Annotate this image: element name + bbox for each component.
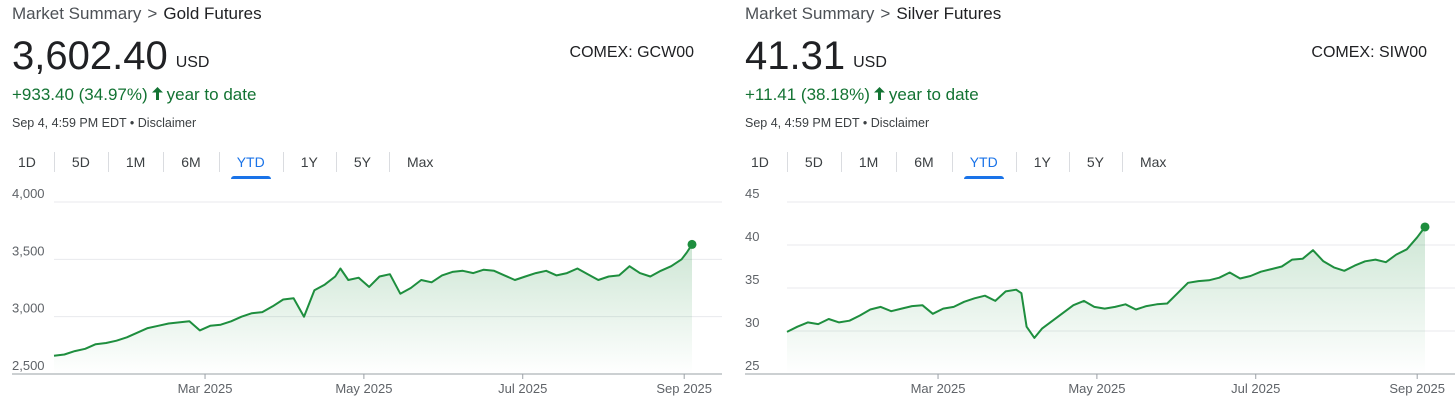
tab-5d[interactable]: 5D (53, 148, 108, 178)
y-tick-label: 2,500 (12, 358, 45, 373)
currency-label: USD (175, 54, 210, 71)
y-tick-label: 3,500 (12, 243, 45, 258)
timestamp: Sep 4, 4:59 PM EDT (745, 116, 860, 130)
silver-futures-panel: Market Summary > Silver Futures 41.31 USD C… (745, 0, 1455, 410)
breadcrumb-root[interactable]: Market Summary (745, 4, 875, 23)
arrow-up-icon (873, 85, 885, 105)
currency-label: USD (853, 54, 887, 71)
timestamp-line: Sep 4, 4:59 PM EDT • Disclaimer (745, 116, 929, 130)
change-value: +11.41 (38.18%) (745, 85, 870, 104)
breadcrumb: Market Summary > Silver Futures (745, 4, 1001, 24)
price-change: +933.40 (34.97%) year to date (12, 85, 256, 105)
arrow-up-icon (151, 85, 163, 105)
x-tick-label: Mar 2025 (178, 381, 233, 396)
x-tick-label: Jul 2025 (498, 381, 547, 396)
tab-max[interactable]: Max (388, 148, 451, 178)
breadcrumb-root[interactable]: Market Summary (12, 4, 142, 23)
y-tick-label: 30 (745, 315, 759, 330)
x-tick-label: Sep 2025 (656, 381, 712, 396)
range-tabs: 1D 5D 1M 6M YTD 1Y 5Y Max (12, 148, 451, 179)
tab-6m[interactable]: 6M (896, 148, 951, 178)
y-tick-label: 35 (745, 272, 759, 287)
latest-price-point[interactable] (687, 239, 697, 249)
x-tick-label: Mar 2025 (911, 381, 966, 396)
tab-1m[interactable]: 1M (107, 148, 163, 178)
tab-1y[interactable]: 1Y (282, 148, 336, 178)
tab-1y[interactable]: 1Y (1015, 148, 1069, 178)
price-display: 3,602.40 USD (12, 36, 209, 76)
y-tick-label: 4,000 (12, 188, 45, 201)
disclaimer-link[interactable]: Disclaimer (137, 116, 197, 130)
timestamp-line: Sep 4, 4:59 PM EDT • Disclaimer (12, 116, 196, 130)
price-value: 3,602.40 (12, 34, 168, 78)
disclaimer-link[interactable]: Disclaimer (870, 116, 930, 130)
tab-1d[interactable]: 1D (18, 154, 36, 170)
silver-price-chart: 25 30 35 40 45 Mar 2025 May 2025 Jul 2025 Sep 20… (745, 188, 1455, 396)
y-tick-label: 40 (745, 229, 759, 244)
price-value: 41.31 (745, 34, 846, 78)
tab-5y[interactable]: 5Y (1068, 148, 1122, 178)
change-period: year to date (166, 85, 257, 104)
tab-ytd[interactable]: YTD (951, 148, 1016, 179)
change-value: +933.40 (34.97%) (12, 85, 148, 104)
price-area-fill (787, 226, 1425, 374)
breadcrumb-current: Gold Futures (163, 4, 262, 23)
gold-futures-panel: Market Summary > Gold Futures 3,602.40 USD … (12, 0, 722, 410)
breadcrumb-separator: > (880, 4, 891, 23)
gold-price-chart: 2,500 3,000 3,500 4,000 Mar 2025 May 2025 Jul … (12, 188, 722, 396)
price-series-line[interactable] (53, 243, 693, 357)
price-area-fill (54, 244, 692, 374)
y-tick-label: 3,000 (12, 301, 45, 316)
exchange-ticker: COMEX: GCW00 (569, 44, 694, 61)
breadcrumb: Market Summary > Gold Futures (12, 4, 262, 24)
exchange-ticker: COMEX: SIW00 (1311, 44, 1427, 61)
x-tick-label: Sep 2025 (1389, 381, 1445, 396)
timestamp: Sep 4, 4:59 PM EDT (12, 116, 127, 130)
breadcrumb-current: Silver Futures (896, 4, 1002, 23)
price-display: 41.31 USD (745, 36, 887, 76)
tab-1d[interactable]: 1D (751, 154, 769, 170)
x-tick-label: May 2025 (335, 381, 392, 396)
price-change: +11.41 (38.18%) year to date (745, 85, 979, 105)
x-tick-label: May 2025 (1068, 381, 1125, 396)
breadcrumb-separator: > (147, 4, 158, 23)
tab-5d[interactable]: 5D (786, 148, 841, 178)
y-tick-label: 25 (745, 358, 759, 373)
change-period: year to date (888, 85, 979, 104)
x-tick-label: Jul 2025 (1231, 381, 1280, 396)
tab-ytd[interactable]: YTD (218, 148, 283, 179)
timestamp-separator: • (862, 116, 868, 130)
tab-max[interactable]: Max (1121, 148, 1184, 178)
tab-1m[interactable]: 1M (840, 148, 896, 178)
timestamp-separator: • (129, 116, 135, 130)
tab-6m[interactable]: 6M (163, 148, 218, 178)
y-tick-label: 45 (745, 188, 759, 201)
range-tabs: 1D 5D 1M 6M YTD 1Y 5Y Max (745, 148, 1184, 179)
price-series-line[interactable] (786, 226, 1426, 339)
latest-price-point[interactable] (1420, 222, 1430, 232)
tab-5y[interactable]: 5Y (335, 148, 389, 178)
